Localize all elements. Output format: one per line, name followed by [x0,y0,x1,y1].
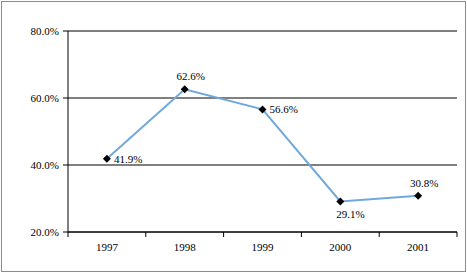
y-tick [63,31,68,32]
x-tick [379,232,380,237]
data-label: 62.6% [176,70,204,82]
chart-border [2,2,466,272]
data-marker [414,192,422,200]
data-marker [103,155,111,163]
grid-line [68,98,457,99]
grid-line [68,31,457,32]
y-axis [68,31,69,232]
x-axis [68,232,457,233]
x-tick [223,232,224,237]
y-tick [63,98,68,99]
data-marker [181,85,189,93]
grid-line [68,165,457,166]
plot-group [103,85,422,205]
data-label: 29.1% [336,208,364,220]
data-label: 41.9% [114,153,142,165]
y-tick [63,232,68,233]
data-marker [336,198,344,206]
data-marker [259,105,267,113]
x-tick-label: 1997 [96,241,119,253]
grid-line [68,232,457,233]
y-tick-label: 60.0% [31,92,59,104]
chart-svg: 20.0% 40.0% 60.0% 80.0% 1997 1998 1999 2000 2001… [0,0,467,273]
data-label: 56.6% [270,103,298,115]
data-line [107,89,418,201]
x-tick-label: 2000 [329,241,352,253]
x-tick-label: 1998 [174,241,197,253]
x-tick [301,232,302,237]
x-tick-label: 1999 [252,241,275,253]
x-tick [457,232,458,237]
data-label: 30.8% [410,177,438,189]
x-tick [145,232,146,237]
y-tick [63,165,68,166]
y-tick-label: 20.0% [31,226,59,238]
chart-container: 20.0% 40.0% 60.0% 80.0% 1997 1998 1999 2000 2001… [0,0,467,273]
x-tick [68,232,69,237]
x-tick-label: 2001 [407,241,429,253]
y-tick-label: 40.0% [31,159,59,171]
y-tick-label: 80.0% [31,25,59,37]
